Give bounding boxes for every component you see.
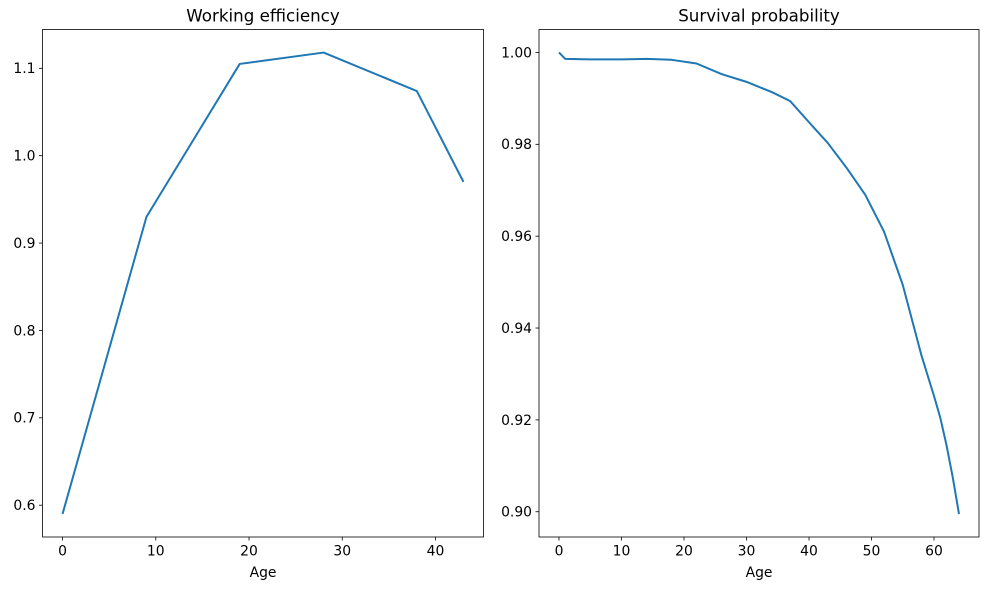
axes-spine [42,29,484,538]
axes-spine [538,29,980,538]
data-line [558,51,960,515]
y-tick-label: 0.9 [13,236,35,252]
chart-title: Survival probability [678,6,840,26]
x-tick-label: 0 [58,544,67,560]
y-tick-label: 0.8 [13,323,35,339]
y-tick-label: 0.94 [501,321,532,337]
y-tick-label: 0.7 [13,411,35,427]
x-tick-label: 40 [427,544,445,560]
x-tick-label: 0 [555,544,564,560]
x-tick-label: 10 [613,544,631,560]
y-tick-label: 0.92 [501,413,532,429]
x-tick-label: 20 [675,544,693,560]
x-axis-label: Age [746,565,773,581]
y-tick-label: 1.00 [501,45,532,61]
x-tick-label: 30 [333,544,351,560]
chart-title: Working efficiency [186,6,340,26]
data-line [61,51,465,515]
y-tick-label: 0.90 [501,505,532,521]
x-tick-label: 60 [925,544,943,560]
x-tick-label: 10 [147,544,165,560]
x-tick-label: 30 [738,544,756,560]
x-tick-label: 40 [800,544,818,560]
y-tick-label: 0.6 [13,498,35,514]
y-tick-label: 1.0 [13,149,35,165]
y-tick-label: 0.98 [501,137,532,153]
x-tick-label: 50 [863,544,881,560]
x-tick-label: 20 [240,544,258,560]
right-chart: 0 10 20 30 40 50 60 0.90 0.92 0.94 0.96 0.98 1.00 Sur… [501,6,980,581]
x-axis-label: Age [250,565,277,581]
y-tick-label: 1.1 [13,61,35,77]
y-tick-label: 0.96 [501,229,532,245]
left-chart: 0 10 20 30 40 0.6 0.7 0.8 0.9 1.0 1.1 Working effic… [13,6,484,581]
